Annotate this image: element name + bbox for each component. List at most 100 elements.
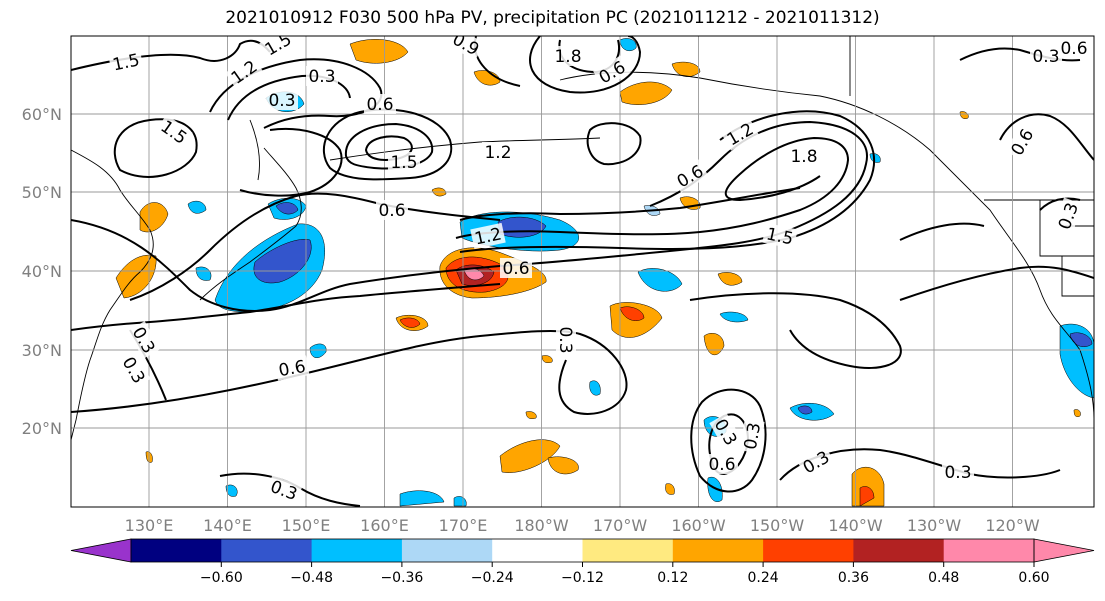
svg-text:0.6: 0.6 [1060, 39, 1087, 59]
japan-coastline [199, 147, 302, 301]
longitude-label: 150°W [750, 516, 805, 535]
svg-text:0.3: 0.3 [268, 91, 295, 111]
contour-label: 0.3 [1030, 46, 1062, 67]
latitude-label: 30°N [22, 341, 62, 360]
colorbar-bin [582, 539, 674, 562]
precip-positive-area [499, 439, 561, 473]
precip-positive-area [665, 483, 675, 495]
svg-text:0.3: 0.3 [1032, 47, 1059, 67]
svg-text:1.2: 1.2 [484, 143, 511, 163]
precip-positive-area [1073, 409, 1081, 417]
colorbar-bin [853, 539, 945, 562]
svg-text:0.6: 0.6 [277, 357, 307, 381]
contour-label: 0.6 [364, 94, 396, 115]
latitude-labels: 60°N 50°N 40°N 30°N 20°N [22, 105, 62, 438]
pv-contour [129, 192, 501, 301]
pv-contour [344, 122, 434, 170]
longitude-label: 120°W [985, 516, 1040, 535]
longitude-label: 170°W [593, 516, 648, 535]
colorbar-tick-label: −0.60 [200, 570, 243, 586]
alaska-coastline [559, 71, 1094, 421]
contour-label: 1.8 [552, 46, 584, 67]
precip-negative-area [253, 239, 312, 284]
precip-negative-area [399, 490, 445, 507]
longitude-label: 130°W [907, 516, 962, 535]
longitude-label: 160°W [671, 516, 726, 535]
longitude-label: 130°E [125, 516, 174, 535]
longitude-label: 140°W [828, 516, 883, 535]
pv-contour [959, 47, 1081, 62]
aleutians [329, 137, 601, 161]
precip-negative-area [275, 202, 299, 215]
pv-contour [690, 388, 767, 493]
colorbar-tick-label: 0.12 [657, 570, 688, 586]
pv-contour [459, 110, 875, 253]
svg-text:0.3: 0.3 [308, 67, 335, 87]
precip-negative-area [619, 38, 637, 51]
colorbar-bin [221, 539, 313, 562]
pv-contour [71, 120, 868, 312]
contour-label: 0.3 [739, 418, 765, 454]
svg-text:1.8: 1.8 [790, 147, 817, 167]
pv-contour [529, 36, 642, 94]
precip-positive-area [541, 355, 553, 363]
precip-positive-area [717, 272, 743, 286]
contour-label: 0.6 [1058, 38, 1090, 59]
pv-contour [999, 113, 1094, 161]
svg-text:0.6: 0.6 [502, 259, 529, 279]
contour-label: 0.6 [376, 200, 408, 221]
pv-contour [364, 135, 413, 161]
pv-contour [899, 265, 1094, 301]
longitude-labels: 130°E 140°E 150°E 160°E 170°E 180°W 170°W 160°W… [125, 516, 1040, 535]
contour-label: 1.8 [788, 146, 820, 167]
contour-label: 0.6 [500, 258, 532, 279]
pv-contour [689, 292, 902, 369]
precip-positive-area [619, 306, 645, 321]
pv-contour [71, 283, 501, 331]
latitude-label: 50°N [22, 183, 62, 202]
precip-positive-area [671, 61, 701, 77]
colorbar-tick-label: −0.48 [290, 570, 333, 586]
precip-positive-area [399, 317, 421, 328]
svg-text:0.6: 0.6 [708, 455, 735, 475]
colorbar-bin [943, 539, 1035, 562]
colorbar-tick-label: −0.36 [380, 570, 423, 586]
contour-label: 0.3 [266, 90, 298, 111]
contour-label: 0.3 [306, 66, 338, 87]
pv-contour [586, 122, 642, 166]
contour-labels: 1.51.51.51.2 0.30.30.9 1.80.60.3 0.60.61.5 1… [108, 36, 1090, 505]
longitude-label: 180°W [514, 516, 569, 535]
colorbar-arrow-max [1033, 538, 1095, 563]
pv-contour [71, 329, 628, 415]
contour-label: 1.2 [470, 222, 506, 250]
precip-positive-area [959, 111, 969, 119]
precip-negative-area [637, 268, 683, 292]
longitude-label: 170°E [439, 516, 488, 535]
colorbar-tick-label: 0.24 [748, 570, 779, 586]
pv-contour [1039, 197, 1081, 211]
pv-contour [239, 128, 343, 197]
svg-text:0.6: 0.6 [378, 201, 405, 221]
precip-negative-area [589, 380, 601, 396]
precip-positive-area [525, 411, 537, 419]
svg-text:0.3: 0.3 [741, 421, 765, 451]
pv-contour [227, 74, 351, 121]
pv-contour [113, 118, 198, 178]
precip-positive-area [619, 81, 673, 105]
kamchatka-coastline [249, 119, 261, 181]
map-grid [71, 36, 1094, 507]
colorbar-bin [492, 539, 583, 562]
contour-label: 0.3 [555, 324, 576, 356]
colorbar-bin [311, 539, 403, 562]
contour-label: 1.5 [155, 114, 193, 150]
map-title: 2021010912 F030 500 hPa PV, precipitatio… [225, 8, 880, 28]
precip-negative-area [309, 343, 327, 359]
pv-contour [899, 222, 985, 241]
pv-contour [455, 136, 850, 239]
latitude-label: 20°N [22, 419, 62, 438]
svg-text:0.3: 0.3 [555, 326, 575, 353]
precip-positive-area [349, 39, 409, 64]
map-area: 1.51.51.51.2 0.30.30.9 1.80.60.3 0.60.61.5 1… [70, 35, 1095, 508]
colorbar-tick-label: 0.60 [1018, 570, 1049, 586]
